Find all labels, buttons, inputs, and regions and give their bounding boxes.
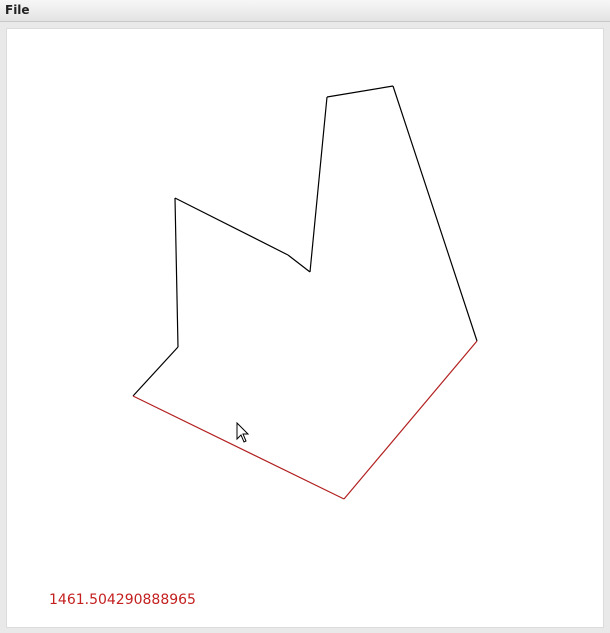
polygon-edge-highlighted [132,395,345,500]
polygon-edge [174,197,179,348]
polygon-edge [392,85,478,342]
file-menu[interactable]: File [5,3,30,17]
polygon-edge [326,85,394,98]
arrow-cursor-icon [236,421,250,443]
polygon-edge [174,197,289,256]
drawing-canvas[interactable] [6,28,604,628]
polygon-edges [132,85,478,500]
menu-bar: File [0,0,610,22]
polygon-edge [309,96,328,273]
polygon-edge [287,254,311,273]
perimeter-readout: 1461.504290888965 [49,592,196,608]
polygon-edge [132,346,179,397]
polygon-edge-highlighted [343,340,478,500]
